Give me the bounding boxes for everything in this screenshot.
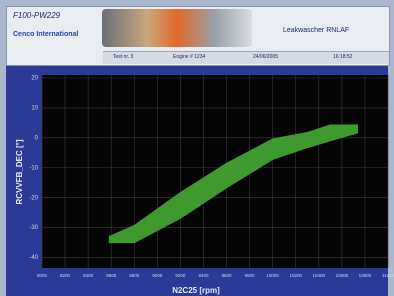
- x-tick-label: 10600: [336, 273, 349, 278]
- x-tick-label: 9600: [222, 273, 233, 278]
- y-tick-label: 20: [31, 76, 38, 82]
- x-tick-label: 9200: [175, 273, 186, 278]
- y-tick-label: -20: [29, 195, 38, 201]
- x-tick-label: 9400: [198, 273, 209, 278]
- x-tick-label: 10000: [266, 273, 279, 278]
- x-tick-label: 8000: [37, 273, 48, 278]
- x-tick-label: 8800: [129, 273, 140, 278]
- x-tick-label: 11000: [382, 273, 394, 278]
- y-axis-label: RCVVFB_DEC [°]: [15, 139, 24, 204]
- x-tick-label: 10200: [289, 273, 302, 278]
- page: {"header": {"program": "F100-PW229", "co…: [0, 0, 394, 296]
- x-tick-label: 8200: [60, 273, 71, 278]
- x-tick-label: 9000: [152, 273, 163, 278]
- y-tick-label: 10: [31, 105, 38, 111]
- x-axis-label: N2C25 [rpm]: [172, 286, 220, 295]
- chart: N2C25 [rpm] RCVVFB_DEC [°] 20100-10-20-3…: [0, 0, 394, 296]
- y-tick-label: -10: [29, 165, 38, 171]
- window: F100-PW229 Cenco International Leakwasch…: [0, 0, 394, 296]
- y-tick-label: -40: [29, 255, 38, 261]
- x-tick-label: 10800: [359, 273, 372, 278]
- y-tick-label: -30: [29, 225, 38, 231]
- x-tick-label: 8600: [106, 273, 117, 278]
- x-tick-label: 10400: [313, 273, 326, 278]
- x-tick-label: 9800: [245, 273, 256, 278]
- x-tick-label: 8400: [83, 273, 94, 278]
